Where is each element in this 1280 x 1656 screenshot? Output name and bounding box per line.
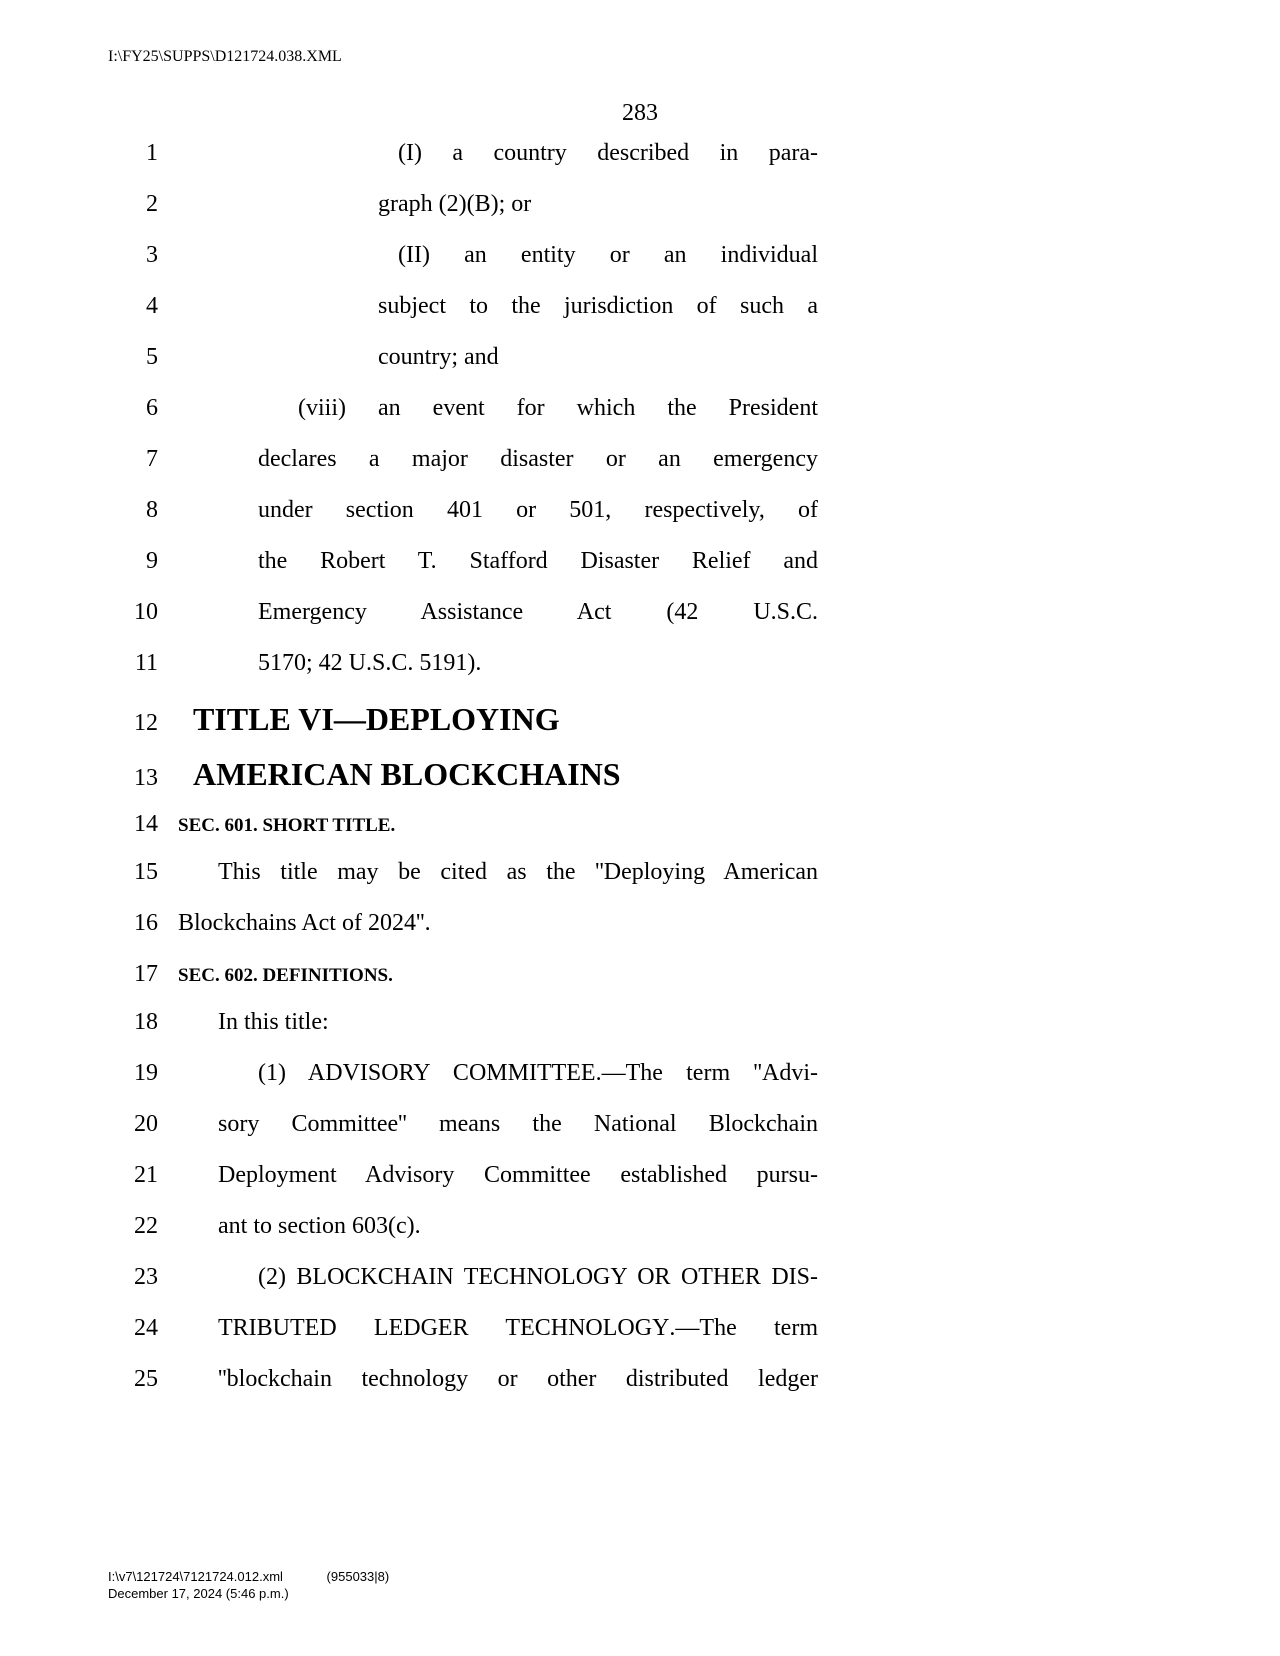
line-text: graph (2)(B); or (178, 191, 818, 218)
text-line: 25''blockchain technology or other distr… (118, 1366, 818, 1394)
text-line: 19(1) ADVISORY COMMITTEE.—The term ''Adv… (118, 1060, 818, 1088)
line-text: the Robert T. Stafford Disaster Relief a… (178, 548, 818, 575)
text-line: 20sory Committee'' means the National Bl… (118, 1111, 818, 1139)
footer-date: December 17, 2024 (5:46 p.m.) (108, 1586, 389, 1601)
line-number: 4 (118, 293, 178, 320)
line-text: TRIBUTED LEDGER TECHNOLOGY.—The term (178, 1315, 818, 1342)
line-text: (viii) an event for which the President (178, 395, 818, 422)
line-number: 15 (118, 859, 178, 886)
line-number: 18 (118, 1009, 178, 1036)
line-number: 21 (118, 1162, 178, 1189)
line-number: 23 (118, 1264, 178, 1291)
line-text: (2) BLOCKCHAIN TECHNOLOGY OR OTHER DIS- (178, 1264, 818, 1291)
line-text: subject to the jurisdiction of such a (178, 293, 818, 320)
line-number: 16 (118, 910, 178, 937)
text-line: 115170; 42 U.S.C. 5191). (118, 650, 818, 678)
line-text: (1) ADVISORY COMMITTEE.—The term ''Advi- (178, 1060, 818, 1087)
line-number: 8 (118, 497, 178, 524)
line-text: (II) an entity or an individual (178, 242, 818, 269)
line-text: In this title: (178, 1009, 818, 1036)
text-line: 1(I) a country described in para- (118, 140, 818, 168)
line-text: (I) a country described in para- (178, 140, 818, 167)
line-text: declares a major disaster or an emergenc… (178, 446, 818, 473)
line-text: AMERICAN BLOCKCHAINS (178, 756, 818, 793)
line-text: ant to section 603(c). (178, 1213, 818, 1240)
text-line: 8under section 401 or 501, respectively,… (118, 497, 818, 525)
text-line: 4subject to the jurisdiction of such a (118, 293, 818, 321)
line-text: Blockchains Act of 2024''. (178, 910, 818, 937)
line-number: 10 (118, 599, 178, 626)
line-text: This title may be cited as the ''Deployi… (178, 859, 818, 886)
text-line: 2graph (2)(B); or (118, 191, 818, 219)
text-line: 10Emergency Assistance Act (42 U.S.C. (118, 599, 818, 627)
line-number: 3 (118, 242, 178, 269)
line-text: country; and (178, 344, 818, 371)
document-body: 1(I) a country described in para-2graph … (118, 140, 818, 1417)
line-number: 2 (118, 191, 178, 218)
line-text: Deployment Advisory Committee establishe… (178, 1162, 818, 1189)
line-number: 11 (118, 650, 178, 677)
line-number: 5 (118, 344, 178, 371)
line-number: 25 (118, 1366, 178, 1393)
line-number: 7 (118, 446, 178, 473)
line-text: SEC. 602. DEFINITIONS. (178, 961, 818, 988)
line-text: 5170; 42 U.S.C. 5191). (178, 650, 818, 677)
line-number: 1 (118, 140, 178, 167)
text-line: 6(viii) an event for which the President (118, 395, 818, 423)
line-text: Emergency Assistance Act (42 U.S.C. (178, 599, 818, 626)
line-text: under section 401 or 501, respectively, … (178, 497, 818, 524)
text-line: 18In this title: (118, 1009, 818, 1037)
text-line: 23(2) BLOCKCHAIN TECHNOLOGY OR OTHER DIS… (118, 1264, 818, 1292)
line-number: 12 (118, 710, 178, 737)
line-number: 24 (118, 1315, 178, 1342)
line-number: 17 (118, 961, 178, 988)
line-number: 13 (118, 765, 178, 792)
page-number: 283 (622, 100, 658, 127)
text-line: 7declares a major disaster or an emergen… (118, 446, 818, 474)
text-line: 15This title may be cited as the ''Deplo… (118, 859, 818, 887)
text-line: 16Blockchains Act of 2024''. (118, 910, 818, 938)
header-file-path: I:\FY25\SUPPS\D121724.038.XML (108, 48, 342, 66)
line-number: 14 (118, 811, 178, 838)
text-line: 24TRIBUTED LEDGER TECHNOLOGY.—The term (118, 1315, 818, 1343)
text-line: 9the Robert T. Stafford Disaster Relief … (118, 548, 818, 576)
footer-code: (955033|8) (327, 1569, 390, 1584)
line-text: ''blockchain technology or other distrib… (178, 1366, 818, 1393)
text-line: 3(II) an entity or an individual (118, 242, 818, 270)
line-text: sory Committee'' means the National Bloc… (178, 1111, 818, 1138)
text-line: 17SEC. 602. DEFINITIONS. (118, 961, 818, 989)
text-line: 21Deployment Advisory Committee establis… (118, 1162, 818, 1190)
line-number: 19 (118, 1060, 178, 1087)
line-number: 9 (118, 548, 178, 575)
line-text: TITLE VI—DEPLOYING (178, 701, 818, 738)
line-number: 20 (118, 1111, 178, 1138)
line-text: SEC. 601. SHORT TITLE. (178, 811, 818, 838)
text-line: 12TITLE VI—DEPLOYING (118, 701, 818, 738)
footer-path: I:\v7\121724\7121724.012.xml (108, 1569, 283, 1584)
footer: I:\v7\121724\7121724.012.xml (955033|8) … (108, 1569, 389, 1601)
line-number: 22 (118, 1213, 178, 1240)
line-number: 6 (118, 395, 178, 422)
text-line: 14SEC. 601. SHORT TITLE. (118, 811, 818, 839)
text-line: 13AMERICAN BLOCKCHAINS (118, 756, 818, 793)
text-line: 5country; and (118, 344, 818, 372)
text-line: 22ant to section 603(c). (118, 1213, 818, 1241)
